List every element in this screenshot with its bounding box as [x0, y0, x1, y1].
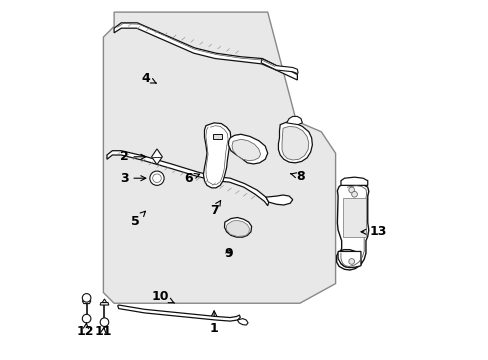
Circle shape	[100, 318, 108, 327]
Polygon shape	[237, 319, 247, 325]
Polygon shape	[265, 195, 292, 205]
Circle shape	[82, 294, 91, 302]
Polygon shape	[340, 177, 367, 185]
Text: 12: 12	[77, 323, 94, 338]
Polygon shape	[261, 59, 298, 73]
Text: 11: 11	[95, 325, 112, 338]
Circle shape	[82, 314, 91, 323]
Circle shape	[149, 171, 164, 185]
Text: 4: 4	[142, 72, 156, 85]
Polygon shape	[114, 23, 276, 70]
Text: 1: 1	[209, 311, 218, 335]
Polygon shape	[336, 184, 368, 270]
Text: 7: 7	[209, 201, 220, 217]
Polygon shape	[224, 217, 251, 237]
Text: 10: 10	[151, 289, 174, 303]
Text: 9: 9	[224, 247, 232, 260]
Text: 2: 2	[120, 150, 145, 163]
Polygon shape	[275, 66, 297, 80]
Text: 8: 8	[290, 170, 305, 183]
Polygon shape	[103, 12, 335, 303]
Polygon shape	[107, 151, 268, 206]
Circle shape	[348, 258, 354, 264]
Polygon shape	[82, 301, 91, 303]
Polygon shape	[278, 122, 312, 163]
Text: 3: 3	[120, 172, 145, 185]
Polygon shape	[203, 123, 230, 188]
Circle shape	[152, 174, 161, 183]
Polygon shape	[226, 220, 249, 237]
Polygon shape	[118, 305, 240, 321]
Text: 13: 13	[360, 225, 386, 238]
Polygon shape	[228, 134, 267, 164]
Text: 5: 5	[131, 211, 145, 228]
Polygon shape	[282, 126, 308, 160]
Circle shape	[351, 192, 357, 197]
Polygon shape	[286, 116, 302, 125]
Polygon shape	[337, 251, 360, 267]
Polygon shape	[100, 302, 108, 305]
Polygon shape	[342, 198, 365, 237]
Circle shape	[348, 187, 354, 193]
Polygon shape	[151, 149, 162, 165]
Polygon shape	[231, 139, 260, 161]
Text: 6: 6	[183, 172, 199, 185]
Polygon shape	[213, 134, 222, 139]
Polygon shape	[102, 299, 106, 302]
